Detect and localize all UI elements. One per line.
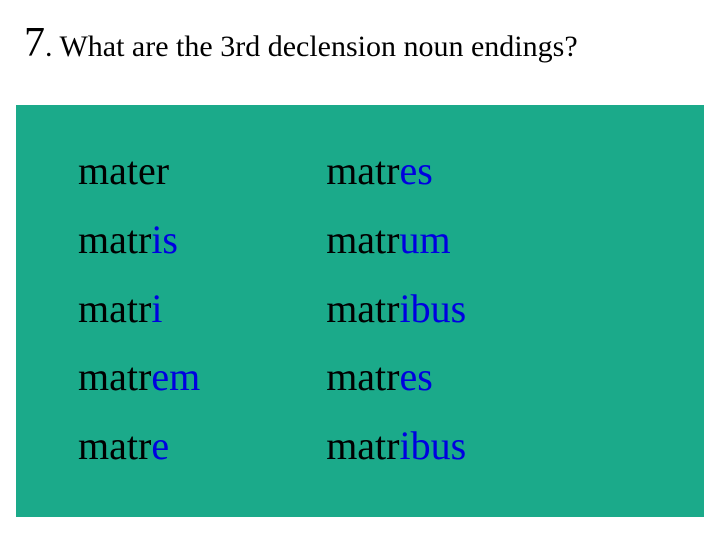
ending: ibus <box>400 286 467 331</box>
stem: matr <box>326 217 399 262</box>
ending: um <box>400 217 451 262</box>
word-dative-pl: matribus <box>326 275 466 344</box>
word-ablative-pl: matribus <box>326 412 466 481</box>
ending: em <box>151 354 200 399</box>
ending: es <box>400 148 433 193</box>
word-accusative-sg: matrem <box>78 343 200 412</box>
declension-panel: mater matris matri matrem matre matres m… <box>16 105 704 517</box>
ending: es <box>400 354 433 399</box>
word-genitive-pl: matrum <box>326 206 466 275</box>
ending: i <box>151 286 162 331</box>
question-text: What are the 3rd declension noun endings… <box>59 30 577 63</box>
ending: is <box>151 217 178 262</box>
stem: matr <box>326 148 399 193</box>
word-nominative-pl: matres <box>326 137 466 206</box>
word-dative-sg: matri <box>78 275 200 344</box>
stem: matr <box>326 423 399 468</box>
declension-columns: mater matris matri matrem matre matres m… <box>16 105 704 481</box>
ending: ibus <box>400 423 467 468</box>
question-number: 7 <box>24 20 45 66</box>
word-accusative-pl: matres <box>326 343 466 412</box>
singular-column: mater matris matri matrem matre <box>78 137 200 481</box>
ending: e <box>151 423 169 468</box>
question-heading: 7. What are the 3rd declension noun endi… <box>24 18 700 68</box>
stem: mater <box>78 148 169 193</box>
plural-column: matres matrum matribus matres matribus <box>326 137 466 481</box>
stem: matr <box>326 286 399 331</box>
stem: matr <box>78 354 151 399</box>
word-genitive-sg: matris <box>78 206 200 275</box>
stem: matr <box>78 217 151 262</box>
question-dot: . <box>45 30 59 63</box>
stem: matr <box>78 286 151 331</box>
stem: matr <box>326 354 399 399</box>
word-nominative-sg: mater <box>78 137 200 206</box>
stem: matr <box>78 423 151 468</box>
word-ablative-sg: matre <box>78 412 200 481</box>
